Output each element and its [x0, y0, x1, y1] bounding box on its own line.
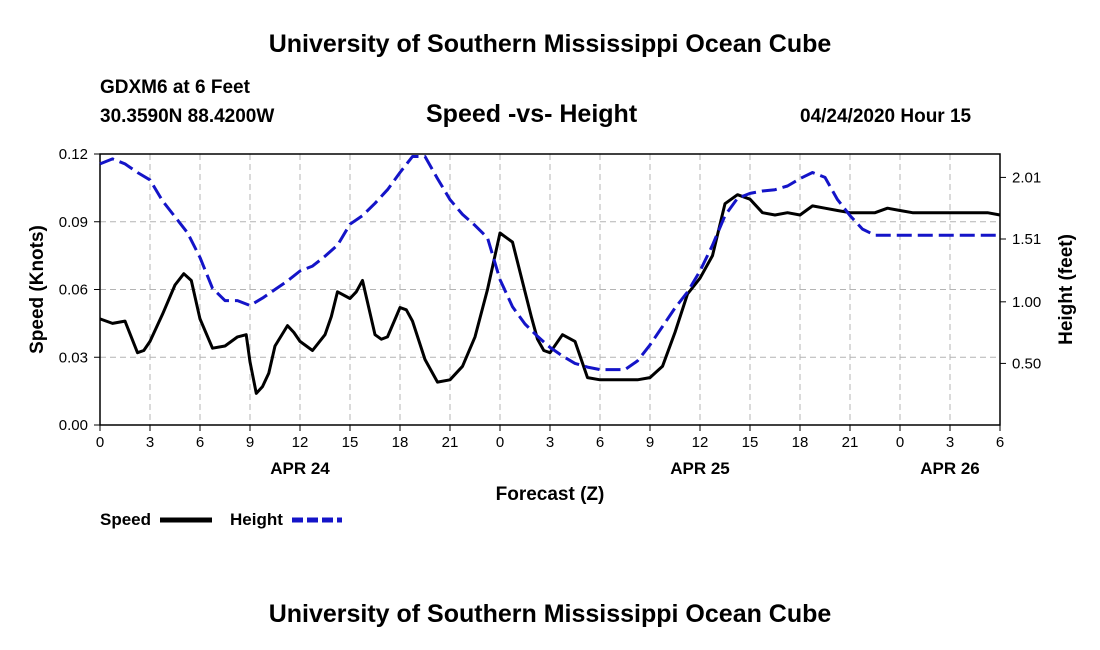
x-tick-label: 0 — [496, 434, 504, 451]
series-line-speed — [99, 193, 1001, 395]
y-right-tick-label: 1.51 — [1012, 231, 1041, 248]
legend-speed-label: Speed — [100, 510, 151, 529]
axes: 0 3 6 9 12 15 18 21 0 3 6 9 12 15 18 21 0 3 6 0.00 0.03 0.06 0… — [27, 146, 1077, 505]
y-axis-title-left: Speed (Knots) — [27, 225, 48, 354]
x-tick-label: 6 — [996, 434, 1004, 451]
grid — [100, 154, 1000, 425]
coordinates-label: 30.3590N 88.4200W — [100, 106, 275, 127]
x-tick-label: 9 — [246, 434, 254, 451]
x-tick-label: 15 — [742, 434, 759, 451]
x-tick-label: 3 — [946, 434, 954, 451]
legend-height-label: Height — [230, 510, 283, 529]
bottom-title: University of Southern Mississippi Ocean… — [268, 600, 832, 628]
x-tick-label: 12 — [292, 434, 309, 451]
station-label: GDXM6 at 6 Feet — [100, 77, 250, 98]
x-tick-label: 6 — [196, 434, 204, 451]
x-tick-label: 12 — [692, 434, 709, 451]
y-axis-title-right: Height (feet) — [1056, 234, 1077, 345]
series-layer — [99, 155, 1001, 395]
x-tick-label: 21 — [842, 434, 859, 451]
x-tick-label: 0 — [896, 434, 904, 451]
forecast-datetime: 04/24/2020 Hour 15 — [800, 106, 972, 127]
legend: Speed Height — [100, 510, 342, 529]
day-label: APR 25 — [670, 459, 730, 478]
y-right-tick-label: 1.00 — [1012, 294, 1041, 311]
y-tick-label: 0.06 — [59, 282, 88, 299]
x-tick-label: 15 — [342, 434, 359, 451]
x-tick-label: 18 — [792, 434, 809, 451]
x-tick-label: 21 — [442, 434, 459, 451]
x-tick-label: 6 — [596, 434, 604, 451]
x-tick-label: 18 — [392, 434, 409, 451]
top-title: University of Southern Mississippi Ocean… — [268, 30, 832, 58]
x-tick-label: 9 — [646, 434, 654, 451]
x-axis-title: Forecast (Z) — [496, 484, 605, 505]
chart-subtitle: Speed -vs- Height — [426, 100, 638, 128]
y-right-tick-label: 2.01 — [1012, 169, 1041, 186]
day-label: APR 26 — [920, 459, 980, 478]
y-tick-label: 0.12 — [59, 146, 88, 163]
x-tick-label: 0 — [96, 434, 104, 451]
y-tick-label: 0.00 — [59, 417, 88, 434]
x-tick-label: 3 — [146, 434, 154, 451]
series-line-height — [99, 155, 1000, 372]
x-tick-label: 3 — [546, 434, 554, 451]
y-tick-label: 0.03 — [59, 349, 88, 366]
day-label: APR 24 — [270, 459, 330, 478]
y-tick-label: 0.09 — [59, 214, 88, 231]
y-right-tick-label: 0.50 — [1012, 355, 1041, 372]
